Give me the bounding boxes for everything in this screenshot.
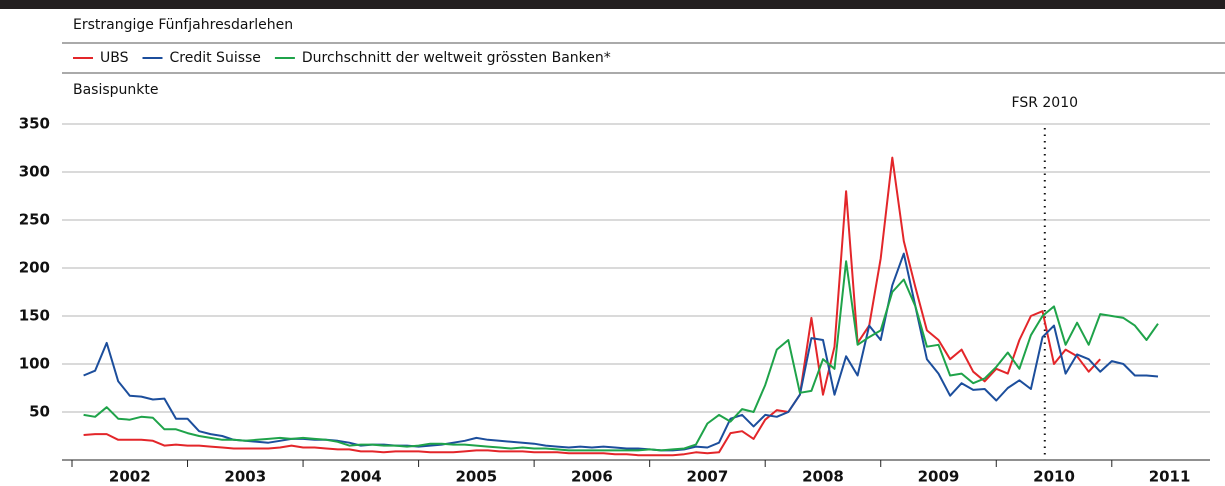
y-axis-label: Basispunkte bbox=[73, 82, 159, 98]
y-tick-label: 350 bbox=[19, 115, 50, 133]
y-tick-label: 300 bbox=[19, 163, 50, 181]
y-tick-label: 100 bbox=[19, 355, 50, 373]
x-tick-label: 2004 bbox=[340, 468, 382, 486]
series-line bbox=[83, 260, 1159, 452]
y-tick-label: 150 bbox=[19, 307, 50, 325]
x-tick-label: 2009 bbox=[918, 468, 960, 486]
x-tick-label: 2003 bbox=[224, 468, 266, 486]
legend-label: Durchschnitt der weltweit grössten Banke… bbox=[302, 50, 611, 66]
series-line bbox=[83, 156, 1101, 457]
series-line bbox=[83, 252, 1159, 452]
x-tick-label: 2002 bbox=[109, 468, 151, 486]
y-tick-label: 250 bbox=[19, 211, 50, 229]
y-tick-label: 50 bbox=[29, 403, 50, 421]
x-tick-label: 2011 bbox=[1149, 468, 1191, 486]
x-tick-label: 2008 bbox=[802, 468, 844, 486]
x-tick-label: 2005 bbox=[455, 468, 497, 486]
legend-label: UBS bbox=[100, 50, 129, 66]
header-bar bbox=[0, 0, 1225, 9]
x-tick-label: 2010 bbox=[1033, 468, 1075, 486]
y-tick-label: 200 bbox=[19, 259, 50, 277]
legend-label: Credit Suisse bbox=[170, 50, 261, 66]
x-tick-label: 2007 bbox=[687, 468, 729, 486]
annotation-label: FSR 2010 bbox=[1012, 95, 1079, 111]
x-tick-label: 2006 bbox=[571, 468, 613, 486]
legend: UBS Credit Suisse Durchschnitt der weltwei… bbox=[73, 50, 611, 66]
chart-subtitle: Erstrangige Fünfjahresdarlehen bbox=[73, 17, 293, 33]
